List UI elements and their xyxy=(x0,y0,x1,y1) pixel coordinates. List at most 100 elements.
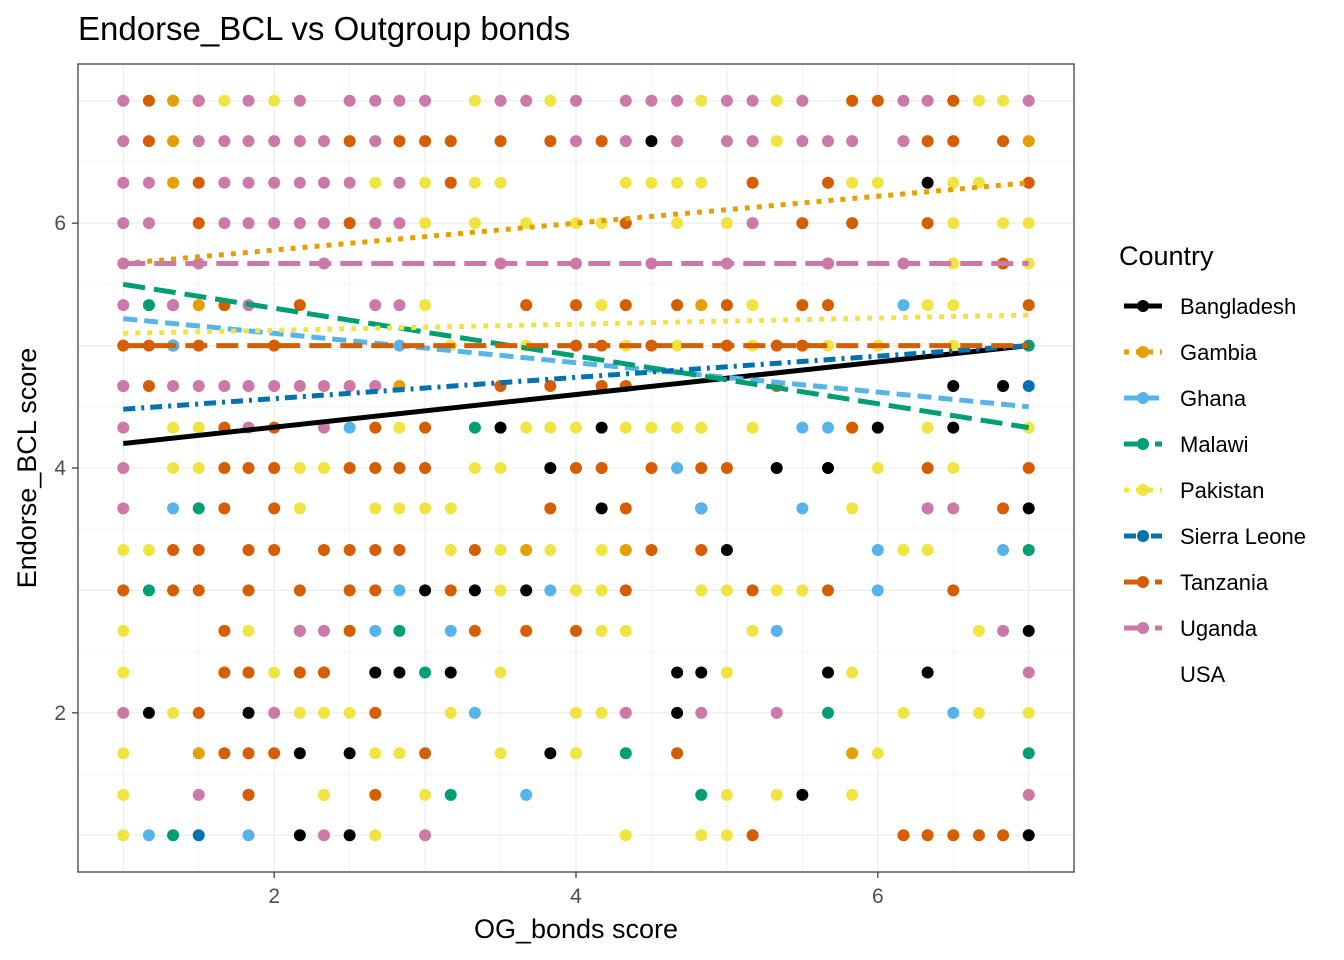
trend-line xyxy=(123,180,1029,267)
legend-key-point xyxy=(1137,484,1149,496)
data-point xyxy=(242,94,255,107)
data-point xyxy=(117,135,130,148)
trend-line xyxy=(123,343,1029,447)
data-point xyxy=(192,544,205,557)
data-point xyxy=(167,462,180,474)
data-point xyxy=(619,421,632,434)
data-point xyxy=(1022,666,1035,679)
data-point xyxy=(393,747,406,760)
data-point xyxy=(796,502,809,515)
data-point xyxy=(947,829,960,842)
data-point xyxy=(1022,462,1035,474)
data-point xyxy=(317,544,330,557)
data-point xyxy=(117,666,130,679)
data-point xyxy=(369,502,382,515)
data-point xyxy=(871,421,884,434)
data-point xyxy=(343,706,356,719)
data-point xyxy=(393,299,406,312)
data-point xyxy=(218,176,231,189)
data-point xyxy=(444,135,457,148)
data-point xyxy=(192,299,205,312)
legend-key-point xyxy=(1137,300,1149,312)
data-point xyxy=(595,584,608,597)
data-point xyxy=(544,502,557,515)
data-point xyxy=(343,94,356,107)
data-point xyxy=(142,299,155,312)
y-axis: 2 4 6 xyxy=(54,212,78,725)
data-point xyxy=(293,94,306,107)
data-point xyxy=(746,624,759,637)
legend-label: Uganda xyxy=(1180,616,1258,641)
data-point xyxy=(921,502,934,515)
data-point xyxy=(117,94,130,107)
data-point xyxy=(317,379,330,392)
data-point xyxy=(293,747,306,760)
data-point xyxy=(268,706,281,719)
data-point xyxy=(746,584,759,597)
trend-line xyxy=(122,281,1030,431)
data-point xyxy=(268,94,281,107)
data-point xyxy=(343,624,356,637)
data-point xyxy=(947,217,960,230)
data-point xyxy=(619,747,632,760)
data-point xyxy=(167,544,180,557)
data-point xyxy=(117,544,130,557)
data-point xyxy=(520,544,533,557)
data-point xyxy=(117,299,130,312)
data-point xyxy=(192,747,205,760)
data-point xyxy=(544,94,557,107)
data-point xyxy=(947,299,960,312)
data-point xyxy=(595,706,608,719)
legend-label: Bangladesh xyxy=(1180,294,1296,319)
data-point xyxy=(595,502,608,515)
trend-lines xyxy=(122,180,1030,447)
data-point xyxy=(570,94,582,107)
data-point xyxy=(317,176,330,189)
data-point xyxy=(770,624,783,637)
data-point xyxy=(369,544,382,557)
data-point xyxy=(746,829,759,842)
data-point xyxy=(947,135,960,148)
data-point xyxy=(268,379,281,392)
data-point xyxy=(520,217,533,230)
data-point xyxy=(369,462,382,474)
legend-label: Ghana xyxy=(1180,386,1247,411)
data-point xyxy=(117,747,130,760)
data-point xyxy=(619,544,632,557)
data-point xyxy=(117,624,130,637)
data-point xyxy=(192,829,205,842)
data-point xyxy=(494,544,507,557)
data-point xyxy=(242,176,255,189)
data-point xyxy=(822,299,835,312)
legend-label: Malawi xyxy=(1180,432,1248,457)
data-point xyxy=(468,624,481,637)
data-point xyxy=(947,706,960,719)
data-point xyxy=(846,666,859,679)
data-point xyxy=(242,829,255,842)
data-point xyxy=(419,788,432,801)
data-point xyxy=(293,135,306,148)
data-point xyxy=(419,584,432,597)
data-point xyxy=(192,176,205,189)
data-point xyxy=(117,462,130,474)
data-point xyxy=(897,299,910,312)
data-point xyxy=(293,176,306,189)
data-point xyxy=(142,94,155,107)
legend: Country Bangladesh Gambia Ghana Malawi Pakis… xyxy=(1119,241,1306,687)
data-point xyxy=(720,788,733,801)
data-point xyxy=(393,502,406,515)
data-point xyxy=(393,94,406,107)
data-point xyxy=(268,666,281,679)
data-point xyxy=(393,584,406,597)
data-point xyxy=(695,462,708,474)
data-point xyxy=(671,666,684,679)
data-point xyxy=(218,217,231,230)
data-point xyxy=(595,462,608,474)
data-point xyxy=(619,94,632,107)
data-point xyxy=(822,462,835,474)
legend-key-point xyxy=(1137,346,1149,358)
data-point xyxy=(947,421,960,434)
data-point xyxy=(117,421,130,434)
data-point xyxy=(822,135,835,148)
data-point xyxy=(997,502,1010,515)
